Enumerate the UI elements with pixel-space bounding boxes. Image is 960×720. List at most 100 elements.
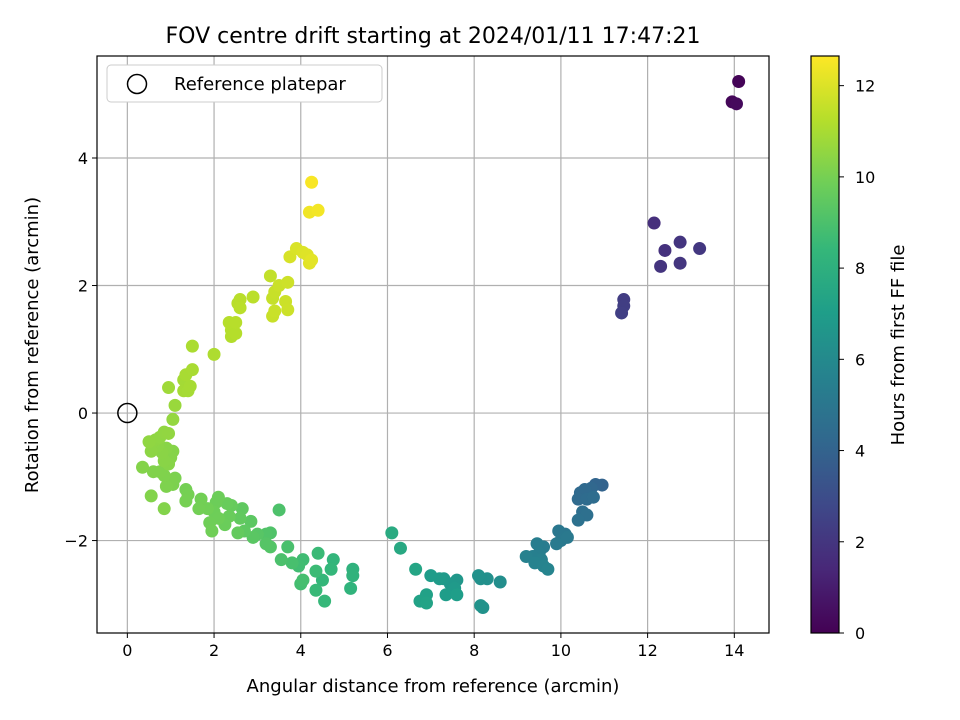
colorbar-tick-label: 12 [855, 77, 875, 96]
data-point [673, 235, 687, 249]
data-point [229, 316, 243, 330]
x-tick-label: 10 [551, 641, 571, 660]
data-point [146, 465, 160, 479]
x-tick-label: 0 [122, 641, 132, 660]
data-point [207, 347, 221, 361]
colorbar-tick-label: 0 [855, 624, 865, 643]
colorbar-ticks: 0 2 4 6 8 10 12 [839, 77, 875, 643]
colorbar-gradient [811, 56, 839, 633]
data-point [231, 526, 245, 540]
data-point [385, 526, 399, 540]
data-point [541, 562, 555, 576]
data-point [296, 573, 310, 587]
data-point [263, 269, 277, 283]
data-point [493, 575, 507, 589]
colorbar: 0 2 4 6 8 10 12 Hours from first FF file [810, 55, 909, 643]
data-point [658, 243, 672, 257]
data-point [159, 479, 173, 493]
data-point [474, 599, 488, 613]
y-axis: −2 0 2 4 [64, 149, 97, 551]
data-point [205, 524, 219, 538]
colorbar-tick-label: 4 [855, 442, 865, 461]
data-point [571, 513, 585, 527]
x-tick-label: 12 [637, 641, 657, 660]
data-point [233, 301, 247, 315]
data-point [693, 242, 707, 256]
data-point [274, 553, 288, 567]
data-point [246, 290, 260, 304]
data-point [560, 530, 574, 544]
data-point [268, 304, 282, 318]
grid [97, 56, 769, 633]
data-point [311, 203, 325, 217]
data-point [272, 503, 286, 517]
chart-title: FOV centre drift starting at 2024/01/11 … [166, 24, 701, 49]
data-point [346, 569, 360, 583]
y-axis-label: Rotation from reference (arcmin) [22, 197, 43, 493]
data-point [732, 75, 746, 89]
data-point [647, 216, 661, 230]
colorbar-tick-label: 2 [855, 533, 865, 552]
data-point [136, 460, 150, 474]
y-tick-label: 2 [78, 277, 88, 296]
data-point [157, 502, 171, 516]
colorbar-tick-label: 8 [855, 259, 865, 278]
data-point [281, 275, 295, 289]
data-point [315, 573, 329, 587]
y-tick-label: −2 [64, 532, 88, 551]
data-point [281, 303, 295, 317]
data-point [166, 412, 180, 426]
data-point [419, 596, 433, 610]
colorbar-label: Hours from first FF file [888, 245, 909, 446]
data-point [344, 581, 358, 595]
data-point [229, 326, 243, 340]
data-point [550, 537, 564, 551]
data-point [472, 569, 486, 583]
data-point [185, 339, 199, 353]
legend: Reference platepar [106, 64, 383, 103]
reference-platepar-marker [117, 402, 138, 424]
x-tick-label: 6 [382, 641, 392, 660]
data-point [259, 537, 273, 551]
data-point [281, 540, 295, 554]
data-point [285, 556, 299, 570]
data-point [654, 259, 668, 273]
data-point [729, 97, 743, 111]
legend-box [106, 64, 383, 103]
plot-frame [96, 55, 770, 634]
data-point [244, 514, 258, 528]
data-point [168, 398, 182, 412]
data-point [179, 494, 193, 508]
data-point [318, 594, 332, 608]
y-tick-label: 4 [78, 149, 88, 168]
x-tick-label: 4 [296, 641, 306, 660]
data-point [309, 564, 323, 578]
data-point [586, 490, 600, 504]
data-point [162, 381, 176, 395]
data-point [305, 175, 319, 189]
data-point [424, 569, 438, 583]
data-point [233, 511, 247, 525]
data-point [439, 588, 453, 602]
colorbar-tick-label: 6 [855, 350, 865, 369]
x-axis-label: Angular distance from reference (arcmin) [247, 676, 620, 697]
x-tick-label: 2 [209, 641, 219, 660]
data-point [409, 562, 423, 576]
data-point [183, 379, 197, 393]
colorbar-tick-label: 10 [855, 168, 875, 187]
plot-area [96, 55, 770, 634]
data-point [305, 253, 319, 267]
x-axis: 0 2 4 6 8 10 12 14 [122, 633, 744, 660]
data-point [450, 588, 464, 602]
legend-label: Reference platepar [174, 74, 346, 95]
data-point [324, 562, 338, 576]
data-point [393, 541, 407, 555]
data-point [144, 489, 158, 503]
data-point [162, 426, 176, 440]
data-point [309, 583, 323, 597]
data-point [185, 363, 199, 377]
x-tick-label: 14 [724, 641, 744, 660]
x-tick-label: 8 [469, 641, 479, 660]
y-tick-label: 0 [78, 404, 88, 423]
